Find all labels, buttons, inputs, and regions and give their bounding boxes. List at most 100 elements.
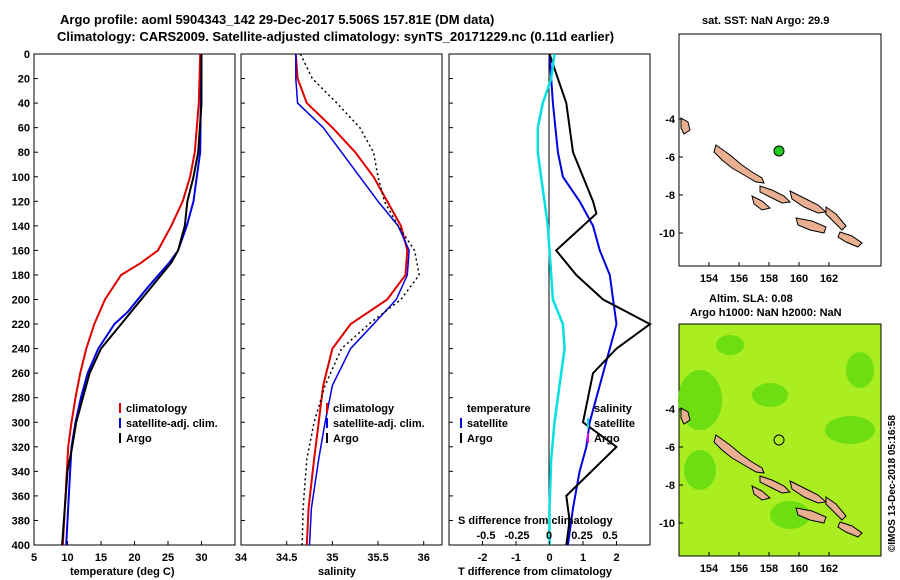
map-x-tick-label: 154: [700, 273, 719, 285]
difference-legend: temperature satellite Argo salinity sate…: [460, 403, 635, 445]
map-y-tick-label: -6: [665, 442, 675, 454]
depth-tick-label: 100: [12, 172, 30, 184]
map-y-tick-label: -10: [659, 518, 675, 530]
island-makira: [837, 521, 863, 538]
legend-argo-label: Argo: [333, 433, 359, 445]
sla-patch: [846, 352, 874, 388]
difference-panel: -2 -1 0 1 2 -0.5 -0.25 0 0.25 0.5 S difference f…: [448, 53, 652, 578]
island-isabel: [789, 480, 828, 504]
temperature-panel: 5 10 15 20 25 30 0 20 40 60 80 100 120 140 160 180 200 2…: [12, 49, 453, 578]
series-line-temperature-satellite: [548, 53, 618, 546]
sla-patch: [716, 335, 744, 355]
sla-map-title1: Altim. SLA: 0.08: [709, 293, 793, 305]
s-tick-label: 0.25: [571, 530, 592, 542]
series-line-satellite-adj-clim-: [295, 54, 410, 546]
depth-tick-label: 180: [12, 270, 30, 282]
depth-tick-label: 320: [12, 442, 30, 454]
legend-t-satellite-label: satellite: [467, 418, 508, 430]
depth-tick-label: 280: [12, 393, 30, 405]
imos-footer: ©IMOS 13-Dec-2018 05:16:58: [887, 415, 898, 552]
temperature-axes-frame: [33, 53, 236, 546]
legend-climatology-label: climatology: [333, 403, 395, 415]
sst-map-coastlines: [680, 117, 863, 248]
map-x-tick-label: 158: [760, 563, 778, 575]
depth-tick-label: 260: [12, 368, 30, 380]
map-x-tick-label: 156: [730, 273, 748, 285]
island-guadalcanal: [795, 217, 827, 234]
depth-tick-label: 80: [18, 147, 30, 159]
depth-tick-label: 20: [18, 74, 30, 86]
depth-tick-label: 400: [12, 540, 30, 552]
x-tick-label: 25: [162, 552, 174, 564]
map-x-tick-label: 160: [790, 563, 808, 575]
salinity-panel: 34 34.5 35 35.5 36 salinity climatology sate…: [235, 53, 443, 578]
legend-temperature-head: temperature: [467, 403, 531, 415]
series-line-climatology: [294, 53, 409, 546]
map-y-tick-label: -10: [659, 228, 675, 240]
map-y-tick-label: -6: [665, 152, 675, 164]
island-new-georgia: [751, 485, 772, 501]
s-tick-label: -0.25: [504, 530, 529, 542]
island-choiseul: [759, 185, 792, 204]
island-new-ireland: [680, 117, 691, 135]
legend-climatology-label: climatology: [126, 403, 188, 415]
depth-tick-label: 360: [12, 491, 30, 503]
temperature-xlabel: temperature (deg C): [70, 566, 175, 578]
sla-map: Altim. SLA: 0.08 Argo h1000: NaN h2000: …: [659, 293, 882, 575]
depth-tick-label: 220: [12, 319, 30, 331]
sst-map: sat. SST: NaN Argo: 29.9 154 156 158 160 162…: [659, 15, 882, 285]
depth-tick-label: 200: [12, 295, 30, 307]
argo-float-position: [773, 434, 785, 446]
argo-float-position: [773, 145, 785, 157]
map-x-tick-label: 162: [820, 273, 838, 285]
temperature-legend: climatology satellite-adj. clim. Argo: [119, 403, 218, 445]
map-x-tick-label: 154: [700, 563, 719, 575]
depth-tick-label: 120: [12, 196, 30, 208]
depth-tick-label: 40: [18, 98, 30, 110]
series-line-argo: [299, 53, 420, 546]
x-tick-label: 15: [95, 552, 107, 564]
s-tick-label: 0.5: [602, 530, 617, 542]
t-difference-xlabel: T difference from climatology: [458, 566, 613, 578]
salinity-axes-frame: [240, 53, 443, 546]
sst-map-title: sat. SST: NaN Argo: 29.9: [702, 15, 829, 27]
map-x-tick-label: 156: [730, 563, 748, 575]
island-bougainville: [713, 434, 765, 474]
legend-salinity-head: salinity: [594, 403, 633, 415]
series-line-satellite-adj-clim-: [65, 53, 203, 546]
depth-tick-label: 340: [12, 466, 30, 478]
depth-tick-label: 160: [12, 245, 30, 257]
series-line-salinity-satellite: [536, 53, 566, 545]
island-choiseul: [759, 475, 792, 494]
sla-patch: [770, 501, 810, 529]
x-tick-label: 0: [546, 552, 552, 564]
depth-tick-label: 140: [12, 221, 30, 233]
figure-title-line1: Argo profile: aoml 5904343_142 29-Dec-20…: [60, 12, 494, 27]
sla-map-title2: Argo h1000: NaN h2000: NaN: [690, 307, 842, 319]
island-guadalcanal: [795, 507, 827, 524]
depth-tick-label: 60: [18, 123, 30, 135]
series-line-argo: [61, 54, 203, 546]
map-y-tick-label: -8: [665, 480, 675, 492]
sla-patch: [684, 450, 716, 490]
depth-tick-label: 300: [12, 417, 30, 429]
legend-s-satellite-label: satellite: [594, 418, 635, 430]
legend-s-argo-label: Argo: [594, 433, 620, 445]
series-line-temperature-argo: [548, 53, 652, 546]
x-tick-label: -1: [511, 552, 521, 564]
sla-patch: [825, 416, 875, 444]
depth-tick-label: 240: [12, 344, 30, 356]
x-tick-label: 35.5: [367, 552, 388, 564]
x-tick-label: 10: [61, 552, 73, 564]
sla-patch: [752, 383, 788, 407]
map-x-tick-label: 158: [760, 273, 778, 285]
map-y-tick-label: -4: [665, 114, 676, 126]
x-tick-label: 1: [580, 552, 586, 564]
x-tick-label: 34: [235, 552, 248, 564]
series-line-climatology: [61, 53, 202, 546]
map-x-tick-label: 160: [790, 273, 808, 285]
legend-satellite-label: satellite-adj. clim.: [333, 418, 425, 430]
island-malaita: [825, 496, 847, 521]
x-tick-label: 36: [418, 552, 430, 564]
x-tick-label: 2: [613, 552, 619, 564]
